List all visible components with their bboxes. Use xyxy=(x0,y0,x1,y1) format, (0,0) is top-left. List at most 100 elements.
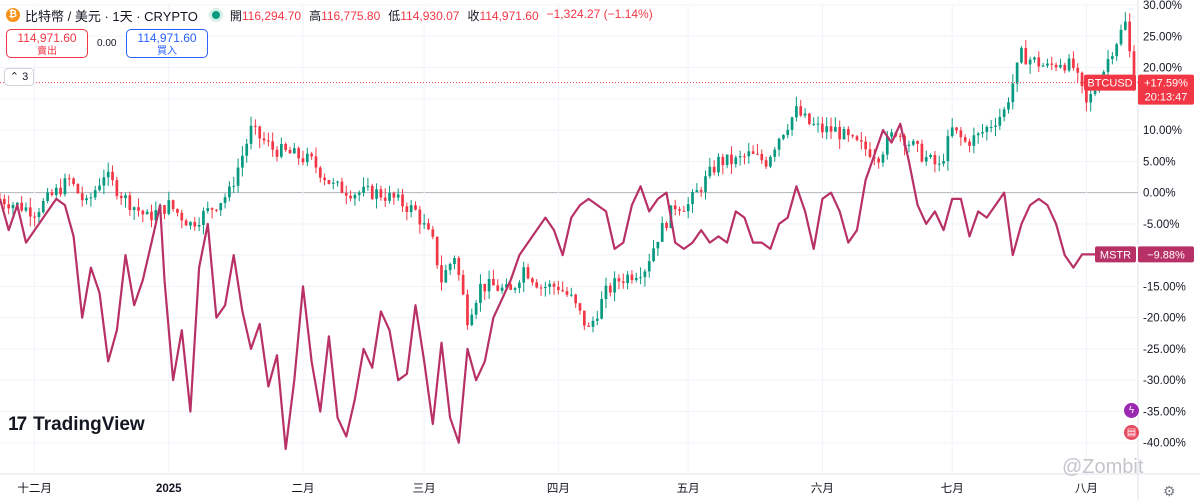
candle-body xyxy=(751,151,755,154)
candle-body xyxy=(842,129,846,140)
candle-body xyxy=(370,185,374,199)
candle-body xyxy=(54,187,58,196)
candle-body xyxy=(1093,90,1097,95)
candle-body xyxy=(561,290,565,292)
candle-body xyxy=(890,132,893,137)
sell-button[interactable]: 114,971.60 賣出 xyxy=(6,29,88,58)
candle-body xyxy=(128,195,132,211)
candle-body xyxy=(418,209,422,225)
buy-button[interactable]: 114,971.60 買入 xyxy=(126,29,208,58)
tradingview-mark-icon: 17 xyxy=(8,414,27,435)
candle-body xyxy=(223,197,227,204)
candle-body xyxy=(846,129,850,136)
candle-body xyxy=(898,135,902,137)
candle-body xyxy=(1054,64,1058,68)
candle-body xyxy=(409,205,413,213)
candle-body xyxy=(821,123,824,133)
candle-body xyxy=(799,106,803,116)
candle-body xyxy=(556,286,560,291)
candle-body xyxy=(422,223,426,225)
candle-body xyxy=(267,140,270,142)
y-tick-label: -30.00% xyxy=(1143,375,1186,387)
candle-body xyxy=(167,200,171,214)
tradingview-logo[interactable]: 17 TradingView xyxy=(8,414,145,436)
candle-body xyxy=(461,274,465,295)
candle-body xyxy=(513,288,517,290)
candle-body xyxy=(357,192,361,195)
candle-body xyxy=(786,129,790,135)
candle-body xyxy=(318,167,322,178)
candle-body xyxy=(864,141,867,150)
candle-body xyxy=(405,206,409,213)
x-tick-label: 八月 xyxy=(1075,483,1098,495)
candle-body xyxy=(487,278,491,292)
candle-body xyxy=(600,299,603,319)
candle-body xyxy=(769,156,772,167)
low-value: 114,930.07 xyxy=(400,8,460,23)
candle-body xyxy=(582,310,586,326)
x-tick-label: 二月 xyxy=(291,483,314,495)
candle-body xyxy=(375,189,378,199)
lightning-icon[interactable]: ϟ xyxy=(1124,403,1139,418)
candle-body xyxy=(1011,83,1015,103)
candle-body xyxy=(1072,58,1075,68)
symbol-header[interactable]: ₿ 比特幣 / 美元 · 1天 · CRYPTO 開116,294.70 高11… xyxy=(6,5,653,25)
gear-icon[interactable]: ⚙ xyxy=(1163,483,1176,499)
symbol-title[interactable]: 比特幣 / 美元 · 1天 · CRYPTO xyxy=(25,8,198,24)
indicators-toggle[interactable]: ⌃ 3 xyxy=(4,68,34,86)
candle-body xyxy=(206,208,210,211)
candle-body xyxy=(366,185,370,187)
candle-body xyxy=(119,195,123,199)
candle-body xyxy=(907,144,911,146)
candle-body xyxy=(803,113,807,116)
candle-body xyxy=(942,161,945,164)
candle-body xyxy=(976,133,980,136)
candle-body xyxy=(232,185,236,187)
candle-body xyxy=(682,210,686,212)
candle-body xyxy=(526,267,530,279)
candle-body xyxy=(11,204,15,209)
candle-body xyxy=(885,136,889,155)
watermark-text: @Zombit xyxy=(1062,456,1144,478)
candle-body xyxy=(652,248,655,262)
candle-body xyxy=(132,207,136,211)
time-scale[interactable]: 十二月 2025 二月 三月 四月 五月 六月 七月 八月 xyxy=(17,481,1098,495)
price-scale[interactable]: 30.00%25.00%20.00%15.00%10.00%5.00%0.00%… xyxy=(1143,0,1186,450)
candle-body xyxy=(539,287,543,289)
candle-body xyxy=(552,283,556,287)
candle-body xyxy=(656,241,660,249)
candle-body xyxy=(184,220,188,226)
candle-body xyxy=(327,180,331,184)
candle-body xyxy=(548,283,552,287)
ohlc-values: 開116,294.70 高116,775.80 低114,930.07 收114… xyxy=(230,7,653,24)
candle-body xyxy=(145,211,149,215)
candle-body xyxy=(578,303,582,311)
candle-body xyxy=(310,153,313,157)
candle-body xyxy=(522,267,526,283)
y-tick-label: 30.00% xyxy=(1143,0,1182,12)
high-label: 高 xyxy=(309,8,322,23)
candle-body xyxy=(613,278,616,293)
candle-body xyxy=(643,271,647,278)
x-tick-label: 六月 xyxy=(811,482,834,495)
candle-body xyxy=(1033,57,1036,60)
candle-body xyxy=(604,285,608,300)
candle-body xyxy=(457,258,461,275)
btc-name-tag xyxy=(1084,74,1136,91)
candle-body xyxy=(639,277,642,279)
candle-body xyxy=(492,278,495,286)
candle-body xyxy=(1002,109,1006,117)
candle-body xyxy=(331,182,335,184)
close-label: 收 xyxy=(467,8,480,23)
candle-body xyxy=(721,156,725,166)
candle-body xyxy=(106,171,110,178)
flag-icon[interactable]: ▤ xyxy=(1124,425,1139,440)
candle-body xyxy=(1050,63,1054,65)
buy-price: 114,971.60 xyxy=(137,31,197,45)
candle-body xyxy=(634,277,638,281)
candle-body xyxy=(617,278,621,282)
candle-body xyxy=(67,178,71,180)
open-value: 116,294.70 xyxy=(241,8,302,23)
